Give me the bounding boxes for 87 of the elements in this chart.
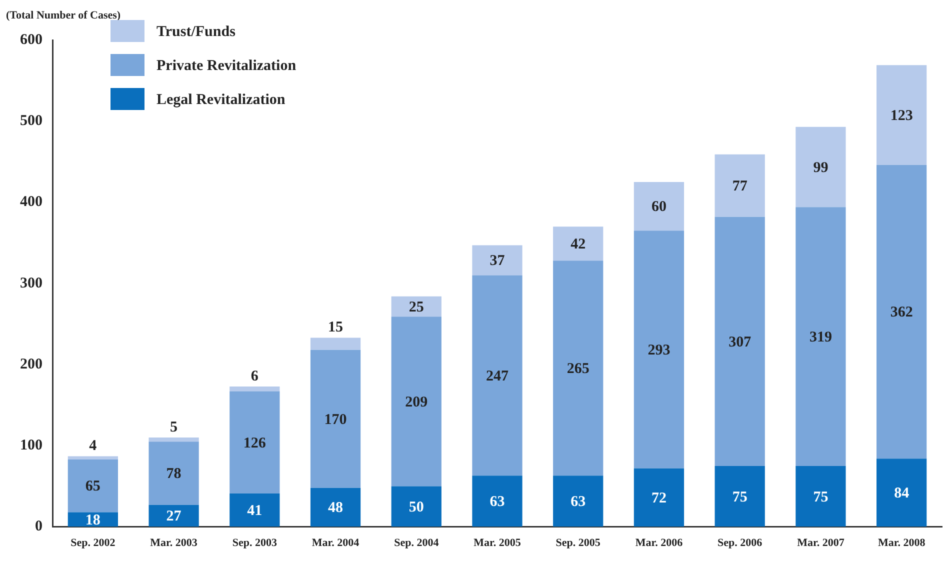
y-tick-label: 300	[20, 275, 42, 292]
data-label: 126	[243, 435, 266, 452]
data-label: 99	[813, 160, 828, 176]
bar	[553, 476, 604, 527]
legend-label: Legal Revitalization	[156, 92, 286, 108]
x-tick-label: Sep. 2002	[70, 537, 116, 550]
y-tick-label: 400	[20, 194, 42, 210]
bar	[714, 154, 765, 217]
data-label: 209	[405, 394, 428, 410]
bar	[714, 466, 765, 527]
data-label: 75	[813, 489, 828, 506]
data-label: 123	[890, 108, 913, 124]
x-tick-label: Mar. 2004	[312, 537, 360, 550]
data-label: 84	[894, 486, 910, 502]
data-label: 15	[328, 320, 344, 336]
data-label: 63	[570, 494, 586, 510]
bar	[796, 207, 846, 466]
data-label: 37	[490, 253, 506, 270]
bar	[634, 182, 684, 231]
data-label: 63	[490, 494, 505, 510]
data-label: 72	[651, 490, 666, 506]
data-label: 362	[890, 304, 913, 321]
bar	[230, 386, 280, 392]
bar	[230, 494, 280, 527]
bar	[310, 350, 361, 488]
bar	[634, 468, 684, 527]
data-label: 42	[570, 236, 586, 253]
x-tick-label: Mar. 2006	[635, 537, 684, 550]
data-label: 78	[166, 466, 182, 482]
data-label: 293	[648, 342, 670, 358]
data-label: 4	[89, 438, 98, 454]
bar	[876, 458, 927, 527]
bar	[472, 275, 522, 476]
x-tick-label: Sep. 2004	[394, 537, 440, 550]
data-label: 27	[166, 508, 182, 525]
bar	[876, 65, 927, 165]
data-label: 170	[324, 412, 347, 428]
bar	[148, 438, 199, 442]
bar	[230, 391, 280, 494]
data-label: 41	[247, 503, 262, 520]
legend-label: Trust/Funds	[156, 24, 236, 40]
x-tick-label: Mar. 2003	[150, 537, 198, 550]
bar	[714, 216, 765, 466]
y-tick-label: 100	[20, 438, 42, 454]
bar	[148, 442, 199, 505]
data-label: 6	[250, 368, 259, 384]
bar	[876, 164, 927, 459]
data-label: 60	[651, 199, 666, 216]
bar	[310, 338, 361, 350]
bar	[796, 466, 846, 527]
bar	[634, 230, 684, 468]
data-label: 319	[809, 329, 832, 346]
data-label: 307	[728, 334, 752, 350]
data-label: 65	[85, 478, 100, 495]
y-axis-title: (Total Number of Cases)	[6, 9, 121, 22]
bar	[68, 459, 118, 512]
bar	[148, 504, 199, 527]
data-label: 50	[408, 499, 424, 516]
bar	[310, 488, 361, 527]
x-tick-label: Sep. 2003	[232, 537, 278, 550]
bar	[68, 456, 118, 460]
x-tick-label: Mar. 2008	[878, 537, 926, 550]
bar	[553, 226, 604, 261]
data-label: 25	[408, 299, 424, 316]
data-label: 77	[732, 178, 748, 195]
data-label: 5	[170, 419, 178, 436]
x-tick-label: Sep. 2005	[556, 537, 601, 550]
bar	[472, 245, 522, 276]
data-label: 265	[566, 361, 590, 378]
bar	[391, 486, 442, 527]
data-label: 247	[486, 368, 509, 384]
data-label: 18	[85, 512, 100, 528]
y-tick-label: 500	[20, 113, 42, 130]
x-tick-label: Mar. 2007	[797, 537, 845, 550]
bar	[796, 126, 846, 208]
y-tick-label: 600	[20, 32, 42, 48]
data-label: 75	[732, 489, 748, 506]
bar	[391, 316, 442, 486]
y-tick-label: 200	[20, 356, 42, 372]
bar	[553, 260, 604, 476]
bar	[391, 296, 442, 317]
x-tick-label: Mar. 2005	[474, 537, 522, 550]
y-tick-label: 0	[35, 518, 42, 535]
legend-label: Private Revitalization	[156, 58, 297, 74]
x-tick-label: Sep. 2006	[718, 537, 763, 550]
data-label: 48	[328, 500, 344, 516]
bar	[472, 476, 522, 527]
